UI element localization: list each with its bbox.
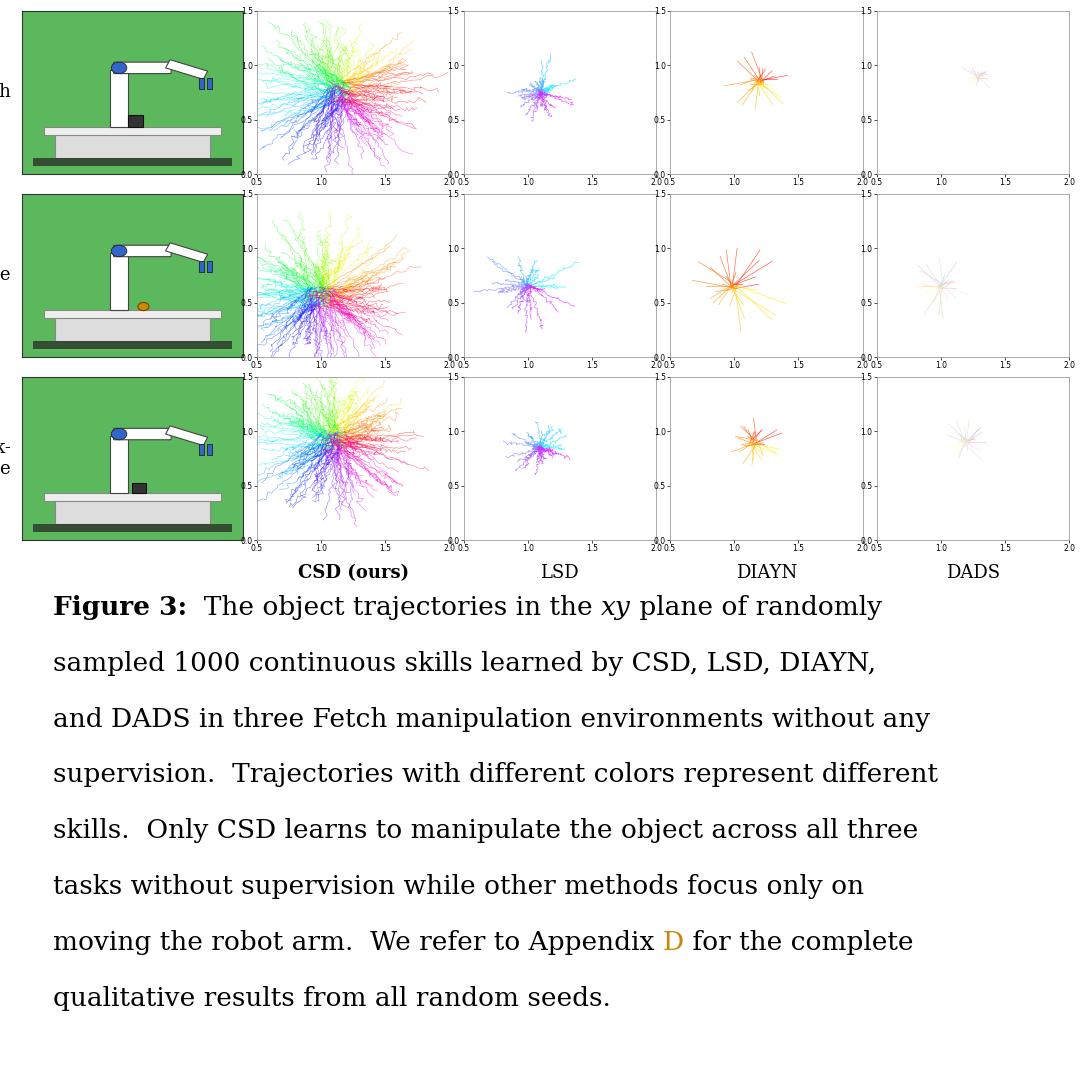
FancyBboxPatch shape xyxy=(32,341,232,349)
FancyBboxPatch shape xyxy=(110,252,127,310)
FancyBboxPatch shape xyxy=(44,127,221,135)
Text: for the complete: for the complete xyxy=(684,930,914,955)
FancyBboxPatch shape xyxy=(113,245,171,257)
Circle shape xyxy=(111,245,126,257)
Text: Figure 3:: Figure 3: xyxy=(53,594,187,620)
FancyBboxPatch shape xyxy=(199,78,204,89)
Y-axis label: FetchSlide: FetchSlide xyxy=(0,266,11,284)
FancyBboxPatch shape xyxy=(110,436,127,493)
Y-axis label: FetchPick-
AndPlace: FetchPick- AndPlace xyxy=(0,439,11,478)
Text: DADS: DADS xyxy=(946,563,1000,581)
Circle shape xyxy=(111,428,126,440)
FancyBboxPatch shape xyxy=(32,524,232,532)
FancyBboxPatch shape xyxy=(127,115,144,127)
Circle shape xyxy=(111,62,126,73)
Text: LSD: LSD xyxy=(540,563,579,581)
FancyBboxPatch shape xyxy=(32,158,232,166)
FancyBboxPatch shape xyxy=(55,316,210,341)
FancyBboxPatch shape xyxy=(133,484,146,493)
Text: CSD (ours): CSD (ours) xyxy=(298,563,409,581)
Text: sampled 1000 continuous skills learned by CSD, LSD, DIAYN,: sampled 1000 continuous skills learned b… xyxy=(53,651,876,675)
FancyBboxPatch shape xyxy=(206,78,212,89)
Text: supervision.  Trajectories with different colors represent different: supervision. Trajectories with different… xyxy=(53,763,939,787)
FancyBboxPatch shape xyxy=(110,69,127,127)
Text: and DADS in three Fetch manipulation environments without any: and DADS in three Fetch manipulation env… xyxy=(53,706,930,732)
Text: skills.  Only CSD learns to manipulate the object across all three: skills. Only CSD learns to manipulate th… xyxy=(53,818,918,843)
FancyBboxPatch shape xyxy=(199,261,204,273)
Text: xy: xy xyxy=(602,594,631,620)
FancyBboxPatch shape xyxy=(206,261,212,273)
FancyBboxPatch shape xyxy=(206,444,212,456)
Text: plane of randomly: plane of randomly xyxy=(631,594,882,620)
Polygon shape xyxy=(165,60,207,79)
Polygon shape xyxy=(165,426,207,445)
Y-axis label: FetchPush: FetchPush xyxy=(0,83,11,101)
Text: DIAYN: DIAYN xyxy=(735,563,797,581)
FancyBboxPatch shape xyxy=(199,444,204,456)
Text: qualitative results from all random seeds.: qualitative results from all random seed… xyxy=(53,986,611,1011)
FancyBboxPatch shape xyxy=(55,133,210,158)
Circle shape xyxy=(138,302,149,311)
Text: tasks without supervision while other methods focus only on: tasks without supervision while other me… xyxy=(53,874,864,899)
Text: moving the robot arm.  We refer to Appendix: moving the robot arm. We refer to Append… xyxy=(53,930,663,955)
FancyBboxPatch shape xyxy=(44,310,221,318)
Polygon shape xyxy=(165,243,207,262)
FancyBboxPatch shape xyxy=(55,499,210,524)
FancyBboxPatch shape xyxy=(113,62,171,73)
Text: The object trajectories in the: The object trajectories in the xyxy=(187,594,602,620)
FancyBboxPatch shape xyxy=(44,493,221,501)
FancyBboxPatch shape xyxy=(113,428,171,440)
Text: D: D xyxy=(663,930,684,955)
